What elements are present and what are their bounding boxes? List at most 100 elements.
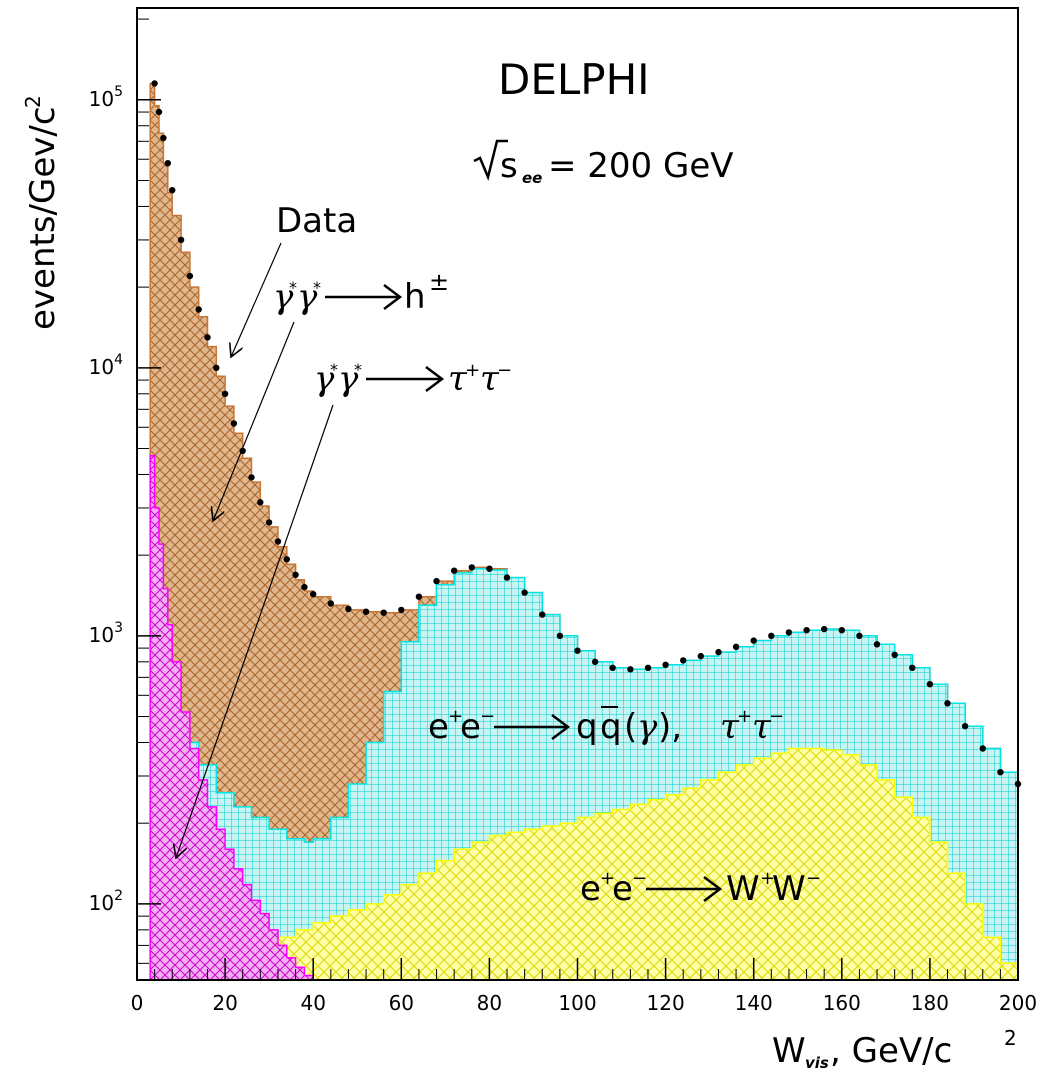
svg-text:γ: γ [637,707,658,747]
data-point [186,272,194,280]
y-tick-label: 105 [89,84,123,111]
data-point [248,474,255,481]
data-point [310,591,317,598]
data-point [195,306,202,313]
sqrt-symbol [473,139,508,181]
data-point [609,664,616,671]
svg-text:),: ), [658,707,682,747]
x-tick-label: 200 [999,991,1037,1015]
x-axis-title: W vis , GeV/c 2 [772,1026,1017,1072]
svg-text:γ: γ [338,359,359,399]
svg-text:*: * [289,278,297,297]
svg-text:(: ( [624,707,637,747]
x-tick-label: 160 [823,991,861,1015]
data-point [274,538,282,545]
data-point [785,629,793,636]
data-point [230,420,238,427]
data-point [486,565,493,572]
svg-text:h: h [404,277,426,317]
svg-text:e: e [612,869,633,909]
data-point [257,499,264,506]
data-point [204,334,211,341]
x-tick-label: 20 [212,991,237,1015]
svg-text:+: + [465,360,480,381]
x-tick-label: 140 [735,991,773,1015]
data-point [574,647,581,654]
svg-text:±: ± [429,268,449,296]
data-point [468,564,475,571]
svg-text:+: + [600,868,615,889]
data-point [169,187,176,194]
y-tick-label: 103 [89,620,123,647]
chart-title: DELPHI [498,55,650,104]
data-point [750,637,757,644]
svg-text:−: − [806,868,821,889]
annotation-data: Data [276,201,357,241]
x-tick-label: 40 [300,991,325,1015]
svg-text:−: − [480,706,495,727]
data-point [873,641,881,648]
annotation-qq: e + e − q q ( γ ), τ + τ − [428,706,784,747]
y-axis: 102 103 104 105 [89,18,161,964]
data-point [160,134,167,142]
y-axis-title: events/Gev/c 2 [21,95,63,330]
data-point [926,681,934,688]
svg-text:e: e [580,869,601,909]
svg-text:+: + [737,706,752,727]
svg-text:events/Gev/c: events/Gev/c [23,106,63,330]
data-point [979,745,986,752]
series-area- [149,454,314,981]
data-point [803,627,810,634]
x-tick-label: 120 [647,991,685,1015]
svg-text:e: e [428,707,449,747]
x-tick-label: 100 [558,991,596,1015]
svg-text:*: * [354,360,362,379]
svg-text:2: 2 [1004,1026,1017,1050]
data-points [151,80,1022,788]
svg-text:τ: τ [448,359,468,399]
data-point [821,625,828,633]
series-area-e-e-w-w [154,747,1019,981]
arrow-tautau [176,404,334,858]
data-point [591,658,599,665]
svg-text:W: W [772,1031,806,1071]
svg-text:ee: ee [522,169,542,187]
data-point [451,567,458,574]
data-point [732,643,740,650]
y-tick-label: 102 [89,888,123,915]
svg-text:, GeV/c: , GeV/c [830,1031,952,1071]
data-point [715,648,722,656]
data-point [697,652,704,660]
data-point [213,364,220,371]
arrow-hh [213,321,295,521]
data-point [838,627,845,634]
data-point [345,605,352,613]
svg-text:−: − [769,706,784,727]
svg-text:vis: vis [805,1054,829,1072]
svg-text:W: W [726,869,760,909]
data-point [944,700,951,707]
data-point [644,664,652,671]
svg-text:q: q [600,707,622,747]
data-point [680,657,687,664]
svg-text:e: e [460,707,481,747]
x-axis: 0 20 40 60 80 100 120 140 160 180 200 [131,958,1037,1015]
svg-text:τ: τ [480,359,500,399]
svg-text:+: + [448,706,463,727]
svg-text:*: * [313,278,321,297]
annotation-ww: e + e − W + W − [580,868,821,909]
data-point [662,661,669,668]
data-point [292,571,299,578]
x-tick-label: 60 [389,991,414,1015]
svg-text:−: − [632,868,647,889]
svg-text:2: 2 [21,95,45,108]
data-point [155,108,163,116]
svg-text:γ: γ [273,277,294,317]
svg-text:= 200 GeV: = 200 GeV [548,146,734,186]
data-point [997,769,1004,776]
svg-text:+: + [760,868,775,889]
data-point [768,632,775,639]
data-point [627,666,634,673]
data-point [521,589,528,596]
